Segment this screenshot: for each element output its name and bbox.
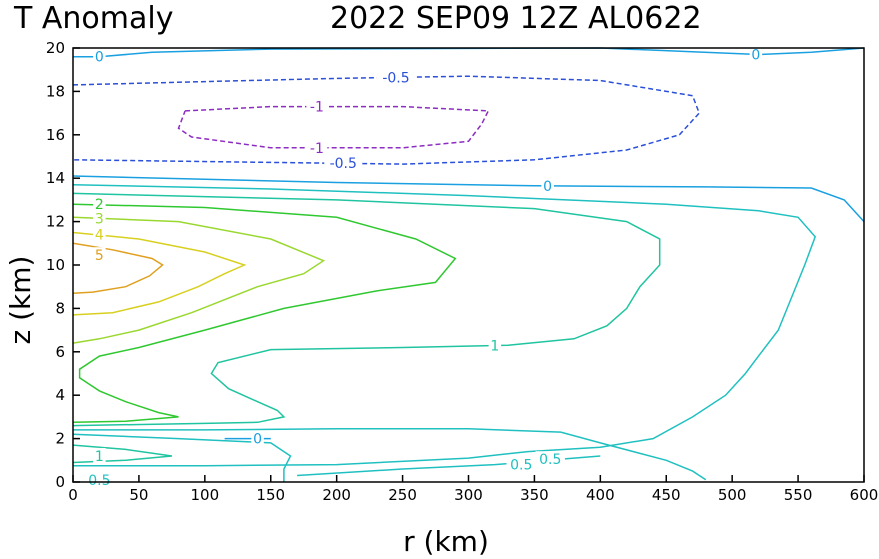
contour-line-1-5 [72, 192, 661, 427]
contour-line--0.5-1 [72, 75, 701, 165]
contour-label-bg [749, 46, 763, 63]
x-tick-label: 300 [454, 486, 483, 504]
contour-label-bg [84, 471, 115, 488]
contour-label: 0 [751, 48, 760, 64]
contour-line-0.5-4 [72, 183, 817, 467]
contour-label-bg [541, 177, 554, 194]
contour-label: -0.5 [382, 70, 409, 86]
x-tick-label: 500 [718, 486, 747, 504]
y-tick-label: 2 [55, 430, 65, 448]
x-tick-label: 400 [586, 486, 615, 504]
y-tick-label: 20 [46, 39, 65, 57]
y-axis-label: z (km) [4, 256, 37, 345]
contour-line-3-7 [72, 216, 326, 344]
x-axis-label: r (km) [403, 525, 489, 558]
contour-label-bg [93, 247, 106, 264]
contour-label-bg [324, 155, 363, 172]
x-tick-label: 50 [129, 486, 148, 504]
contour-label: -0.5 [330, 156, 357, 172]
x-tick-label: 200 [322, 486, 351, 504]
contour-label-bg [506, 456, 536, 473]
contour-label-bg [93, 196, 106, 213]
contour-label: 0.5 [88, 473, 110, 489]
contour-label-bg [251, 430, 264, 447]
contour-label: 5 [95, 248, 104, 264]
contour-label: 2 [95, 197, 104, 213]
contour-label-bg [93, 226, 106, 243]
contour-line-0.5-11 [73, 428, 707, 481]
x-tick-label: 0 [68, 486, 78, 504]
x-tick-label: 100 [191, 486, 220, 504]
contour-label-bg [306, 98, 328, 115]
chart-title-right: 2022 SEP09 12Z AL0622 [330, 1, 702, 36]
contour-line-0.5-14 [297, 455, 601, 477]
contour-label: 4 [95, 228, 104, 244]
contour-label: 1 [95, 449, 104, 465]
contour-lines [72, 47, 865, 482]
y-tick-label: 10 [46, 256, 65, 274]
contour-label-bg [535, 451, 565, 468]
contour-line-2-6 [72, 203, 457, 424]
contour-label: 0 [95, 50, 104, 66]
contour-label-bg [93, 48, 106, 65]
contour-label: 3 [95, 211, 104, 227]
contour-line-0-0 [73, 47, 865, 58]
contour-line-1-10 [72, 444, 173, 464]
contour-label-bg [488, 337, 502, 354]
x-tick-label: 250 [388, 486, 417, 504]
contour-line-5-9 [72, 242, 164, 294]
contour-label-bg [93, 210, 106, 227]
contour-label-bg [93, 447, 106, 464]
contour-labels: 0 0 -0.5 -1 -1 -0.5 0 234 5 1 0 1 0.5 0.5 0.5 [84, 46, 763, 489]
x-tick-label: 550 [784, 486, 813, 504]
x-tick-label: 600 [850, 486, 879, 504]
y-tick-label: 16 [46, 126, 65, 144]
y-tick-label: 12 [46, 213, 65, 231]
x-tick-label: 350 [520, 486, 549, 504]
contour-label-bg [376, 69, 415, 86]
y-tick-label: 0 [55, 473, 65, 491]
contour-line--1-2 [177, 105, 490, 149]
y-tick-label: 4 [55, 386, 65, 404]
contour-label: 0.5 [510, 458, 532, 474]
contour-label: 0.5 [539, 452, 561, 468]
contour-label: -1 [310, 141, 324, 157]
contour-label: 0 [253, 432, 262, 448]
y-tick-label: 18 [46, 82, 65, 100]
y-tick-label: 14 [46, 169, 65, 187]
contour-line-4-8 [72, 231, 247, 316]
x-tick-label: 150 [256, 486, 285, 504]
contour-line-0.5-12 [72, 433, 292, 482]
contour-label: 1 [490, 338, 499, 354]
x-axis-ticks: 0 50 100 150 200 250 300 350 400 450 500 550 600 [68, 475, 878, 504]
chart-title-left: T Anomaly [13, 1, 173, 36]
plot-frame [72, 47, 865, 483]
contour-label-bg [306, 139, 328, 156]
contour-label: -1 [310, 100, 324, 116]
y-tick-label: 8 [55, 299, 65, 317]
y-axis-ticks: 0 2 4 6 8 10 12 14 16 18 20 [46, 39, 80, 491]
y-tick-label: 6 [55, 343, 65, 361]
contour-line-0-3 [72, 175, 865, 223]
contour-label: 0 [543, 179, 552, 195]
x-tick-label: 450 [652, 486, 681, 504]
